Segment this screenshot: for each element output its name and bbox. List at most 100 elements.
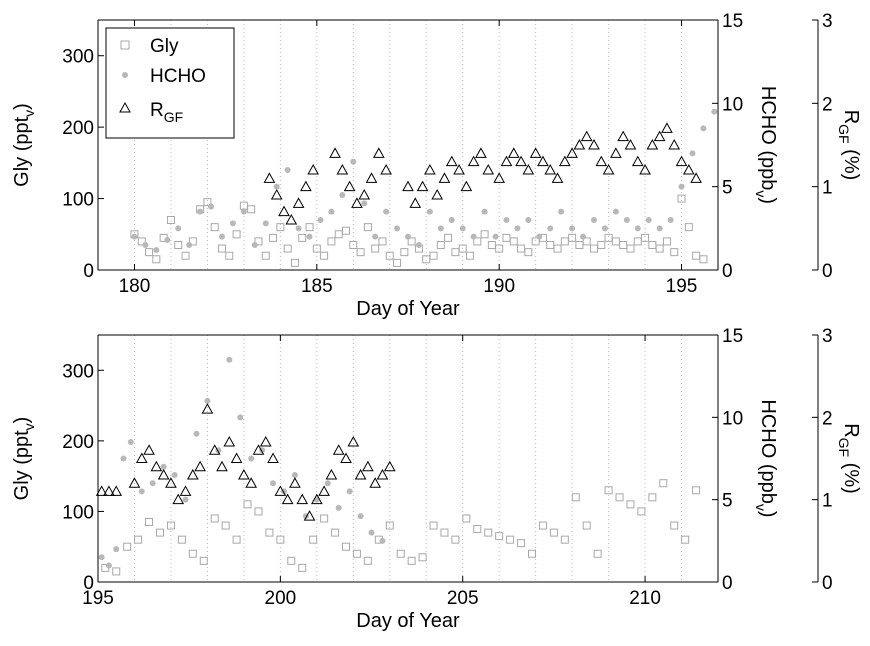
rgf-point <box>165 477 177 488</box>
gly-point <box>480 230 489 239</box>
yl-tick-label: 300 <box>62 361 94 382</box>
gly-point <box>166 521 175 530</box>
gly-point <box>283 244 292 253</box>
rgf-point <box>431 188 444 200</box>
gly-point <box>538 521 547 530</box>
y-left-label-sub: v <box>21 110 37 117</box>
gly-point <box>385 521 394 530</box>
hcho-point <box>368 529 375 536</box>
yr1-tick-label: 0 <box>722 573 733 594</box>
x-tick-label: 190 <box>483 276 515 297</box>
rgf-point <box>230 452 243 463</box>
gly-point <box>593 549 602 558</box>
gly-point <box>626 500 635 509</box>
rgf-point <box>529 147 542 158</box>
gly-point <box>458 244 467 253</box>
gly-point <box>221 521 230 530</box>
yl-tick-label: 300 <box>62 47 94 68</box>
legend-label-main: R <box>150 100 164 121</box>
legend-label-main: HCHO <box>150 66 206 87</box>
hcho-point <box>645 217 652 223</box>
x-tick-label: 205 <box>447 588 479 609</box>
rgf-point <box>424 163 436 175</box>
yr2-tick-label: 0 <box>822 573 833 594</box>
rgf-point <box>416 180 429 192</box>
gly-point <box>641 233 650 242</box>
rgf-point <box>573 138 586 150</box>
rgf-point <box>95 485 108 496</box>
gly-point <box>495 244 504 253</box>
rgf-point <box>300 180 312 192</box>
gly-point <box>232 230 241 239</box>
gly-point <box>582 521 591 530</box>
gly-point <box>112 567 121 576</box>
gly-point <box>473 525 482 534</box>
gly-point <box>232 535 241 544</box>
gly-point <box>670 248 679 257</box>
rgf-point <box>362 460 374 472</box>
rgf-point <box>303 510 316 521</box>
y-right2-label: RGF (%) <box>836 423 862 494</box>
gly-point <box>407 556 416 565</box>
gly-point <box>582 237 591 246</box>
x-tick-label: 210 <box>629 588 661 609</box>
yr1-tick-label: 5 <box>722 178 733 199</box>
gly-point <box>659 479 668 488</box>
gly-point <box>626 244 635 253</box>
gly-point <box>429 251 438 260</box>
rgf-point <box>128 477 141 488</box>
gly-point <box>145 248 154 257</box>
rgf-point <box>296 493 309 505</box>
hcho-point <box>361 200 368 207</box>
gly-point <box>352 549 361 558</box>
gly-point <box>225 251 234 260</box>
gly-point <box>218 244 226 253</box>
series-r <box>263 122 702 225</box>
hcho-point <box>219 233 225 240</box>
gly-point <box>528 549 536 558</box>
hcho-point <box>171 471 178 478</box>
rgf-point <box>595 155 608 167</box>
rgf-point <box>493 172 506 183</box>
rgf-point <box>617 130 630 142</box>
gly-point <box>137 237 146 246</box>
rgf-point <box>631 155 644 167</box>
rgf-point <box>216 460 228 472</box>
rgf-point <box>580 130 593 142</box>
rgf-point <box>201 403 214 414</box>
gly-point <box>254 507 263 516</box>
rgf-point <box>172 493 185 505</box>
hcho-point <box>105 562 112 569</box>
rgf-point <box>143 444 155 455</box>
gly-point <box>560 535 569 544</box>
gly-point <box>546 241 555 249</box>
yr1-tick-label: 15 <box>722 326 743 347</box>
rgf-point <box>274 485 287 496</box>
hcho-point <box>182 496 189 503</box>
rgf-point <box>208 444 221 455</box>
gly-point <box>363 223 372 232</box>
hcho-point <box>240 208 247 215</box>
gly-point <box>677 194 686 203</box>
legend-hcho-marker <box>122 72 128 78</box>
hcho-point <box>448 217 455 223</box>
hcho-point <box>591 217 597 223</box>
hcho-point <box>634 225 641 232</box>
yr1-tick-label: 10 <box>722 94 743 115</box>
gly-point <box>331 528 340 537</box>
rgf-point <box>263 172 276 183</box>
legend-box <box>105 27 235 139</box>
hcho-point <box>120 455 127 462</box>
rgf-point <box>467 155 480 167</box>
rgf-point <box>551 172 564 183</box>
gly-point <box>633 237 642 246</box>
gly-point <box>506 535 515 544</box>
rgf-point <box>507 147 520 158</box>
hcho-point <box>204 397 211 404</box>
gly-point <box>440 528 449 537</box>
yr2-tick-label: 3 <box>822 326 833 347</box>
y-left-label-main: Gly (ppt <box>11 116 33 186</box>
yl-tick-label: 100 <box>62 502 94 523</box>
hcho-point <box>503 217 510 223</box>
